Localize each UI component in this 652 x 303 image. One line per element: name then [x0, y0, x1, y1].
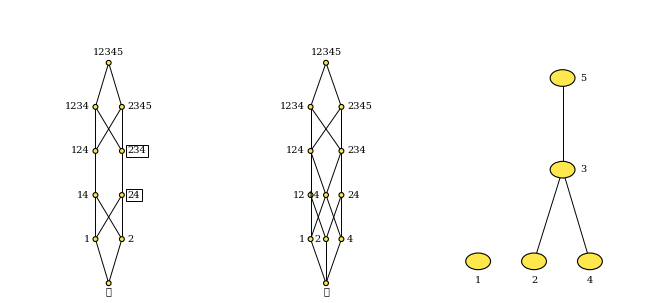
Text: 1234: 1234 [65, 102, 90, 112]
Circle shape [93, 148, 98, 153]
Text: ∅: ∅ [323, 287, 329, 296]
Text: 2345: 2345 [347, 102, 372, 112]
Circle shape [93, 193, 98, 198]
Circle shape [308, 148, 313, 153]
Circle shape [323, 237, 329, 241]
Text: 1234: 1234 [280, 102, 305, 112]
Text: 2: 2 [314, 235, 320, 244]
Circle shape [119, 105, 125, 109]
Text: 2: 2 [128, 235, 134, 244]
Circle shape [339, 105, 344, 109]
Circle shape [550, 161, 575, 178]
Circle shape [323, 60, 329, 65]
Text: 4: 4 [587, 276, 593, 285]
Text: 14: 14 [308, 191, 320, 199]
Circle shape [339, 237, 344, 241]
Text: 5: 5 [580, 74, 587, 82]
Text: 1: 1 [475, 276, 481, 285]
Text: 234: 234 [347, 146, 366, 155]
Circle shape [578, 253, 602, 270]
Text: 24: 24 [347, 191, 360, 199]
Text: 12345: 12345 [93, 48, 125, 57]
Circle shape [119, 148, 125, 153]
Circle shape [339, 193, 344, 198]
Text: 3: 3 [580, 165, 587, 174]
Circle shape [522, 253, 546, 270]
Text: 1: 1 [83, 235, 90, 244]
Text: 14: 14 [77, 191, 90, 199]
Circle shape [106, 60, 111, 65]
Text: 124: 124 [71, 146, 90, 155]
Circle shape [339, 148, 344, 153]
Circle shape [106, 281, 111, 286]
Circle shape [466, 253, 490, 270]
Circle shape [323, 193, 329, 198]
Circle shape [119, 193, 125, 198]
Text: 2345: 2345 [128, 102, 153, 112]
Circle shape [308, 105, 313, 109]
Circle shape [323, 281, 329, 286]
Text: ∅: ∅ [106, 287, 111, 296]
Circle shape [93, 237, 98, 241]
Circle shape [93, 105, 98, 109]
Circle shape [119, 237, 125, 241]
Text: 12: 12 [292, 191, 305, 199]
Text: 12345: 12345 [310, 48, 342, 57]
Text: 2: 2 [531, 276, 537, 285]
Text: 24: 24 [128, 191, 140, 199]
Circle shape [308, 193, 313, 198]
Circle shape [308, 237, 313, 241]
Text: 4: 4 [347, 235, 353, 244]
Text: 234: 234 [128, 146, 146, 155]
Text: 124: 124 [286, 146, 305, 155]
Text: 1: 1 [299, 235, 305, 244]
Circle shape [550, 70, 575, 86]
